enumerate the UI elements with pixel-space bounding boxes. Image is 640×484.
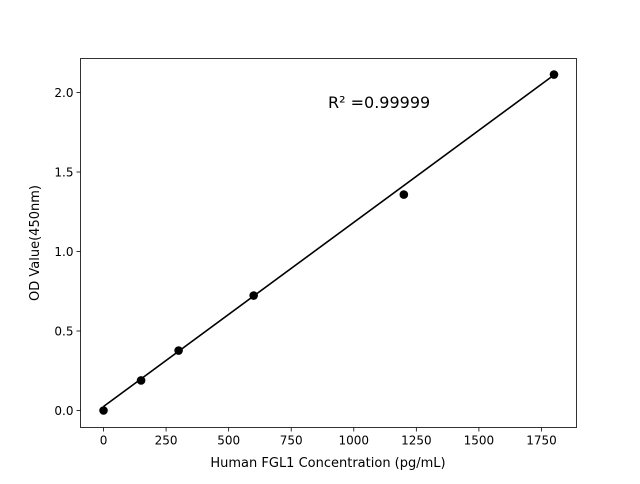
y-axis-label: OD Value(450nm) — [28, 185, 43, 301]
y-tick-label: 1.5 — [54, 166, 73, 180]
y-tick-label: 1.0 — [54, 245, 73, 259]
data-point — [174, 346, 183, 355]
x-axis-label: Human FGL1 Concentration (pg/mL) — [210, 456, 445, 471]
x-tick-label: 1500 — [464, 434, 495, 448]
y-tick-label: 0.5 — [54, 324, 73, 338]
x-tick-label: 500 — [217, 434, 240, 448]
y-tick-label: 2.0 — [54, 86, 73, 100]
x-ticks: 0 250 500 750 1000 1250 1500 1750 — [100, 427, 557, 448]
x-tick-label: 750 — [280, 434, 303, 448]
data-point — [399, 190, 409, 199]
x-tick-label: 0 — [100, 434, 108, 448]
data-point — [249, 291, 258, 300]
fit-line-group — [103, 74, 555, 408]
x-tick-label: 1000 — [339, 434, 370, 448]
x-tick-label: 250 — [155, 434, 178, 448]
y-tick-label: 0.0 — [54, 404, 73, 418]
data-points — [99, 70, 559, 415]
data-point — [136, 376, 146, 385]
r-squared-annotation: R² =0.99999 — [328, 93, 430, 112]
y-ticks: 0.0 0.5 1.0 1.5 2.0 — [54, 86, 81, 418]
x-tick-label: 1250 — [401, 434, 432, 448]
x-tick-label: 1750 — [526, 434, 557, 448]
plot-frame — [80, 58, 577, 428]
fit-line — [103, 74, 555, 408]
data-point — [99, 406, 108, 415]
data-point — [549, 70, 559, 79]
